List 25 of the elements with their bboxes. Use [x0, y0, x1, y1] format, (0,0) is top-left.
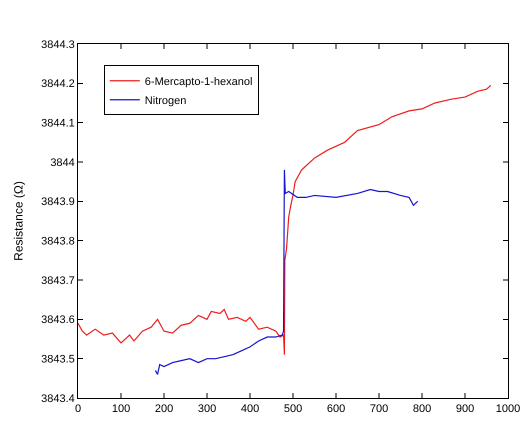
- x-tick-label: 100: [112, 403, 130, 416]
- x-tick-label: 800: [412, 403, 432, 416]
- x-tick-label: 900: [456, 403, 474, 416]
- y-tick-label: 3843.7: [41, 274, 75, 287]
- x-tick-label: 300: [198, 403, 216, 416]
- x-tick-label: 600: [326, 403, 346, 416]
- y-tick-label: 3843.4: [41, 392, 75, 405]
- x-tick-label: 1000: [496, 403, 520, 416]
- y-tick-label: 3844.3: [41, 38, 75, 51]
- x-tick-label: 700: [370, 403, 388, 416]
- x-tick-label: 500: [284, 403, 302, 416]
- y-tick-label: 3843.8: [41, 236, 75, 248]
- y-tick-label: 3843.9: [41, 196, 75, 208]
- x-tick-label: 0: [74, 403, 82, 416]
- legend-label: 6-Mercapto-1-hexanol: [144, 76, 252, 88]
- legend-label: Nitrogen: [144, 95, 186, 108]
- x-tick-label: 400: [240, 403, 260, 416]
- y-tick-label: 3843.6: [41, 314, 75, 326]
- y-tick-label: 3844: [50, 156, 75, 169]
- y-tick-label: 3844.2: [41, 78, 75, 90]
- y-tick-label: 3844.1: [41, 118, 75, 130]
- line-series: [154, 169, 418, 375]
- x-tick-label: 200: [154, 403, 174, 416]
- y-tick-label: 3843.5: [41, 354, 75, 366]
- y-axis-title: Resistance (Ω): [11, 181, 26, 261]
